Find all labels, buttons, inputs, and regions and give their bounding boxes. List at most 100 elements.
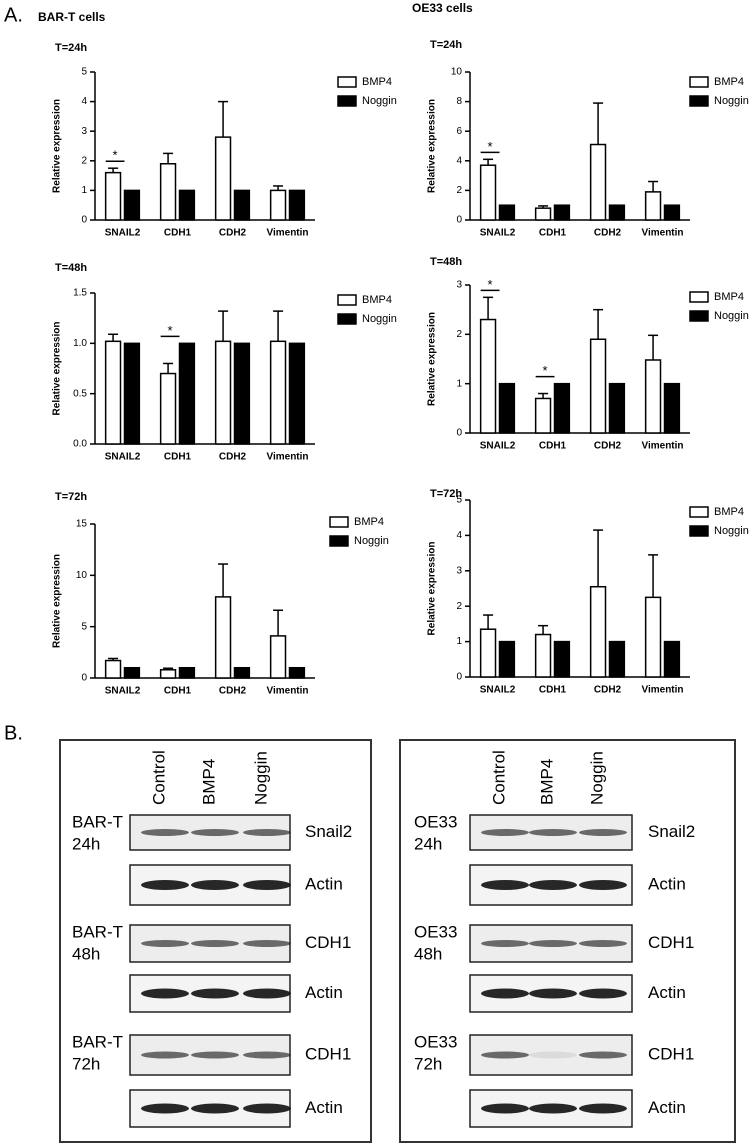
blot-band xyxy=(141,1103,189,1114)
blot-band xyxy=(481,1051,529,1059)
y-axis-label: Relative expression xyxy=(427,99,438,193)
blot-band xyxy=(141,988,189,999)
target-label: CDH1 xyxy=(305,933,351,952)
blot-band xyxy=(481,1103,529,1114)
bar xyxy=(214,596,232,679)
y-tick-label: 3 xyxy=(456,565,462,576)
bar xyxy=(123,666,141,679)
sample-label: 24h xyxy=(414,834,442,853)
x-tick-label: CDH1 xyxy=(164,686,192,697)
y-tick-label: 0 xyxy=(81,215,87,226)
blot-band xyxy=(579,880,627,890)
chart-title: T=24h xyxy=(55,42,87,54)
blot-band xyxy=(141,940,189,947)
x-tick-label: Vimentin xyxy=(641,441,683,452)
y-tick-label: 0 xyxy=(81,673,87,684)
blot-band xyxy=(579,1103,627,1114)
y-tick-label: 2 xyxy=(456,601,462,612)
sample-label: BAR-T xyxy=(72,1032,123,1051)
target-label: Snail2 xyxy=(648,822,695,841)
legend-label: BMP4 xyxy=(354,516,384,528)
legend-swatch xyxy=(689,76,709,88)
group-title: OE33 cells xyxy=(412,1,473,15)
significance-mark: * xyxy=(488,139,493,154)
y-tick-label: 2 xyxy=(81,155,87,166)
legend-label: Noggin xyxy=(362,313,397,325)
blot-band xyxy=(243,988,291,999)
bar xyxy=(608,640,626,678)
sample-label: OE33 xyxy=(414,812,457,831)
bar xyxy=(233,342,251,445)
bar xyxy=(479,318,497,434)
target-label: CDH1 xyxy=(305,1044,351,1063)
y-tick-label: 0.0 xyxy=(73,439,87,450)
lane-label: Noggin xyxy=(251,751,270,805)
y-tick-label: 6 xyxy=(456,126,462,137)
bar xyxy=(663,204,681,221)
blot-band xyxy=(579,940,627,947)
blot-band xyxy=(243,1103,291,1114)
y-axis-label: Relative expression xyxy=(52,322,63,416)
bar xyxy=(159,669,177,679)
chart-title: T=24h xyxy=(430,39,462,51)
legend-swatch xyxy=(337,294,357,306)
bar xyxy=(608,204,626,221)
blot-band xyxy=(191,829,239,836)
y-tick-label: 0.5 xyxy=(73,388,87,399)
sample-label: 72h xyxy=(414,1054,442,1073)
lane-label: Noggin xyxy=(587,751,606,805)
bar xyxy=(269,189,287,221)
x-tick-label: CDH1 xyxy=(539,228,567,239)
bar xyxy=(644,596,662,678)
blot-band xyxy=(529,1103,577,1114)
blot-band xyxy=(579,1051,627,1059)
blot-band xyxy=(191,880,239,890)
legend-label: BMP4 xyxy=(714,76,744,88)
y-axis-label: Relative expression xyxy=(52,554,63,648)
x-tick-label: SNAIL2 xyxy=(105,452,141,463)
legend-label: Noggin xyxy=(362,95,397,107)
bar xyxy=(644,359,662,434)
legend-swatch xyxy=(689,506,709,518)
x-tick-label: SNAIL2 xyxy=(480,685,516,696)
blot-frame xyxy=(59,739,372,1143)
bar xyxy=(608,382,626,434)
significance-mark: * xyxy=(543,363,548,378)
bar xyxy=(104,171,122,221)
legend-label: Noggin xyxy=(714,95,749,107)
blot-band xyxy=(529,880,577,890)
x-tick-label: SNAIL2 xyxy=(105,228,141,239)
bar xyxy=(288,189,306,221)
x-tick-label: CDH2 xyxy=(594,228,622,239)
y-axis-label: Relative expression xyxy=(427,312,438,406)
bar xyxy=(178,666,196,679)
legend-swatch xyxy=(337,313,357,325)
y-tick-label: 0 xyxy=(456,215,462,226)
sample-label: BAR-T xyxy=(72,922,123,941)
blot-frame xyxy=(399,739,736,1143)
y-tick-label: 0 xyxy=(456,672,462,683)
y-axis-label: Relative expression xyxy=(427,542,438,636)
sample-label: OE33 xyxy=(414,922,457,941)
lane-label: Control xyxy=(489,750,508,805)
bar xyxy=(269,340,287,445)
y-tick-label: 1 xyxy=(456,378,462,389)
y-tick-label: 5 xyxy=(456,495,462,506)
chart-title: T=72h xyxy=(430,488,462,500)
blot-band xyxy=(191,1051,239,1059)
blot-band xyxy=(243,829,291,836)
target-label: Actin xyxy=(648,874,686,893)
bar xyxy=(123,342,141,445)
bar xyxy=(553,382,571,434)
y-tick-label: 1 xyxy=(81,185,87,196)
bar xyxy=(589,338,607,434)
legend-label: BMP4 xyxy=(362,294,392,306)
x-tick-label: CDH2 xyxy=(219,686,247,697)
blot-band xyxy=(141,1051,189,1059)
y-tick-label: 2 xyxy=(456,185,462,196)
blot-band xyxy=(481,940,529,947)
y-tick-label: 4 xyxy=(81,96,87,107)
x-tick-label: CDH1 xyxy=(539,441,567,452)
lane-label: Control xyxy=(149,750,168,805)
